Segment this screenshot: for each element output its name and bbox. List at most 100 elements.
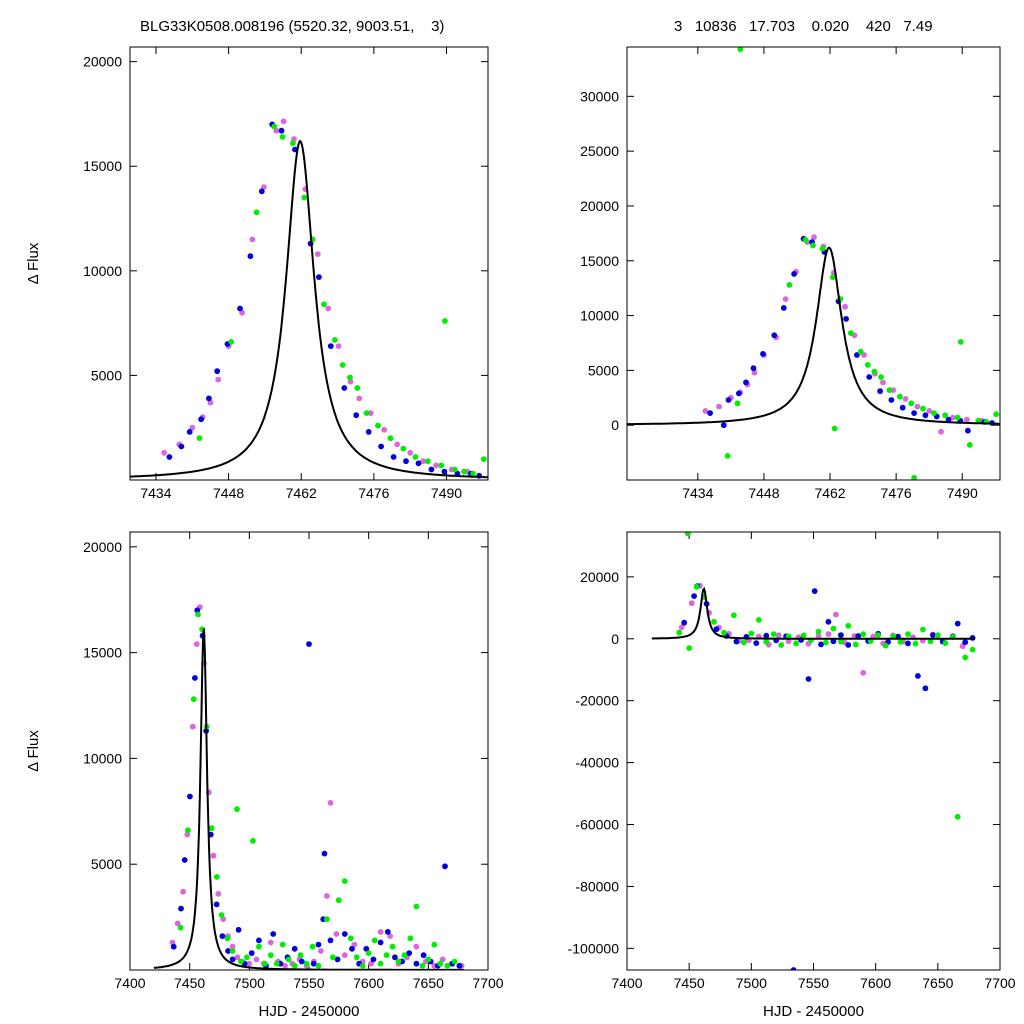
data-point-series_b	[791, 271, 797, 277]
data-point-series_c	[290, 140, 296, 147]
data-point-series_b	[315, 941, 322, 948]
data-point-series_c	[911, 474, 917, 480]
data-point-series_b	[733, 638, 740, 645]
data-point-series_b	[270, 931, 277, 937]
data-point-series_a	[229, 943, 236, 950]
data-point-series_b	[838, 632, 844, 638]
data-point-series_b	[235, 926, 242, 933]
data-point-series_a	[914, 403, 921, 410]
data-point-series_b	[845, 642, 852, 648]
x-tick-label: 7450	[174, 975, 205, 991]
data-point-series_b	[736, 390, 742, 397]
plot-frame	[129, 531, 489, 971]
data-point-series_b	[206, 395, 212, 402]
data-point-series_b	[707, 410, 713, 416]
data-point-series_a	[949, 414, 956, 421]
data-point-series_b	[866, 374, 873, 380]
data-point-series_c	[802, 237, 809, 243]
data-point-series_c	[261, 960, 268, 967]
data-point-series_c	[721, 629, 727, 636]
data-point-series_c	[864, 362, 871, 368]
data-point-series_c	[480, 456, 487, 462]
y-tick-label: 15000	[83, 158, 122, 174]
data-point-series_a	[815, 633, 822, 639]
data-point-series_c	[301, 194, 308, 201]
data-point-series_b	[363, 945, 370, 952]
data-point-series_c	[273, 960, 280, 967]
data-point-series_b	[413, 960, 420, 967]
data-point-series_b	[915, 673, 921, 679]
data-point-series_b	[415, 460, 422, 467]
data-point-series_b	[237, 305, 243, 312]
data-point-series_a	[314, 251, 321, 257]
data-point-series_c	[196, 435, 203, 442]
data-point-series_a	[367, 410, 374, 416]
data-point-series_b	[760, 351, 766, 357]
y-axis-title: Δ Flux	[25, 730, 42, 772]
x-tick-label: 7434	[140, 485, 171, 501]
data-point-series_b	[899, 404, 906, 411]
data-point-series_a	[964, 416, 970, 423]
fit-parameters-title: 3 10836 17.703 0.020 420 7.49	[674, 18, 933, 35]
data-point-series_c	[218, 912, 225, 918]
data-point-series_c	[905, 631, 911, 637]
data-point-series_c	[830, 274, 836, 281]
x-tick-label: 7490	[947, 485, 978, 501]
data-point-series_b	[428, 466, 435, 473]
data-point-series_a	[234, 954, 241, 961]
data-point-series_b	[384, 929, 391, 935]
data-point-series_a	[324, 893, 330, 899]
data-point-series_b	[247, 253, 254, 260]
data-point-series_c	[425, 956, 432, 963]
data-point-series_c	[857, 348, 864, 355]
data-points	[702, 47, 1000, 480]
data-point-series_c	[375, 422, 381, 429]
data-point-series_a	[716, 403, 722, 410]
data-point-series_c	[401, 952, 408, 959]
data-point-series_a	[751, 369, 758, 376]
data-point-series_c	[954, 813, 961, 820]
x-tick-label: 7700	[472, 975, 503, 991]
data-point-series_b	[681, 619, 688, 626]
y-tick-label: -80000	[575, 878, 619, 894]
data-point-series_c	[383, 952, 390, 959]
data-point-series_b	[327, 937, 334, 944]
y-tick-label: 10000	[83, 750, 122, 766]
data-point-series_a	[860, 669, 867, 676]
y-tick-label: -100000	[568, 940, 620, 956]
data-point-series_c	[291, 962, 298, 969]
data-point-series_b	[178, 443, 185, 450]
data-point-series_a	[825, 631, 832, 637]
data-point-series_b	[830, 638, 837, 645]
data-points	[169, 604, 465, 969]
data-point-series_b	[922, 412, 929, 419]
x-tick-label: 7500	[736, 975, 767, 991]
data-point-series_c	[810, 242, 816, 249]
data-point-series_c	[897, 393, 903, 400]
data-point-series_b	[406, 950, 413, 956]
data-point-series_c	[353, 954, 360, 961]
y-tick-label: 20000	[83, 54, 122, 70]
data-point-series_a	[407, 449, 414, 456]
data-point-series_c	[438, 462, 445, 469]
data-point-series_c	[407, 935, 414, 942]
panel-bottom-left: 7400 7450 7500 7550 7600 7650 7700 5000 10000 150…	[25, 531, 504, 1020]
data-point-series_c	[195, 611, 201, 618]
data-point-series_b	[349, 945, 355, 952]
data-point-series_a	[833, 611, 839, 618]
plot-frame	[626, 46, 1001, 481]
data-point-series_b	[403, 458, 409, 465]
data-point-series_a	[433, 462, 439, 469]
data-point-series_b	[256, 937, 262, 944]
data-point-series_c	[437, 960, 444, 967]
y-tick-label: -20000	[575, 693, 619, 709]
panel-top-right: 7434 7448 7462 7476 7490 0 5000 10000 15000 20000…	[580, 46, 1001, 501]
data-point-series_c	[897, 639, 904, 645]
data-point-series_a	[811, 234, 817, 241]
data-point-series_b	[353, 412, 360, 419]
data-point-series_c	[461, 468, 467, 475]
y-tick-label: 10000	[580, 308, 619, 324]
data-point-series_c	[957, 339, 964, 345]
data-point-series_a	[356, 395, 363, 402]
x-tick-label: 7448	[748, 485, 779, 501]
